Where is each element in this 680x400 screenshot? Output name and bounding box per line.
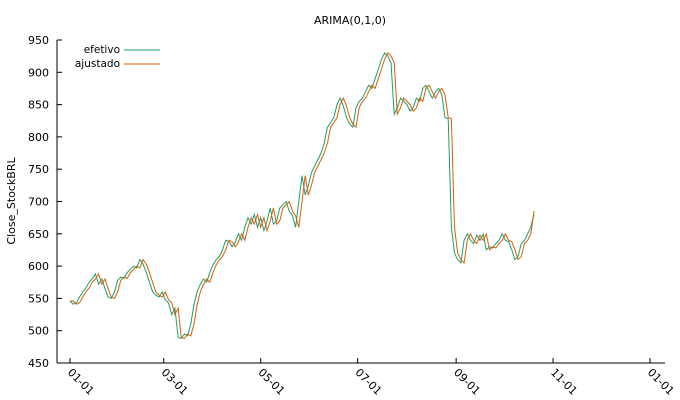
legend-label-ajustado: ajustado <box>75 58 120 70</box>
series-group <box>69 52 535 340</box>
chart-title: ARIMA(0,1,0) <box>314 14 386 27</box>
x-tick-label: 03-01 <box>159 366 191 398</box>
y-tick-label: 800 <box>28 131 49 144</box>
x-ticks: 01-01 03-01 05-01 07-01 09-01 11-01 01-01 <box>65 358 677 398</box>
x-tick-label: 07-01 <box>352 366 384 398</box>
y-tick-label: 650 <box>28 228 49 241</box>
series-line-ajustado <box>70 52 535 340</box>
x-tick-label: 11-01 <box>548 366 580 398</box>
y-tick-label: 450 <box>28 357 49 370</box>
y-axis-label: Close_StockBRL <box>5 157 18 245</box>
x-tick-label: 01-01 <box>645 366 677 398</box>
y-tick-label: 550 <box>28 292 49 305</box>
y-tick-label: 750 <box>28 163 49 176</box>
y-tick-label: 700 <box>28 196 49 209</box>
y-tick-label: 900 <box>28 66 49 79</box>
y-tick-label: 850 <box>28 99 49 112</box>
legend-label-efetivo: efetivo <box>84 44 120 56</box>
y-tick-label: 600 <box>28 260 49 273</box>
x-tick-label: 01-01 <box>65 366 97 398</box>
legend: efetivo ajustado <box>75 44 160 70</box>
y-ticks: 450 500 550 600 650 700 750 800 850 900 950 <box>28 34 62 370</box>
x-tick-label: 05-01 <box>256 366 288 398</box>
series-line-efetivo <box>69 52 535 340</box>
y-tick-label: 950 <box>28 34 49 47</box>
y-tick-label: 500 <box>28 325 49 338</box>
x-tick-label: 09-01 <box>451 366 483 398</box>
